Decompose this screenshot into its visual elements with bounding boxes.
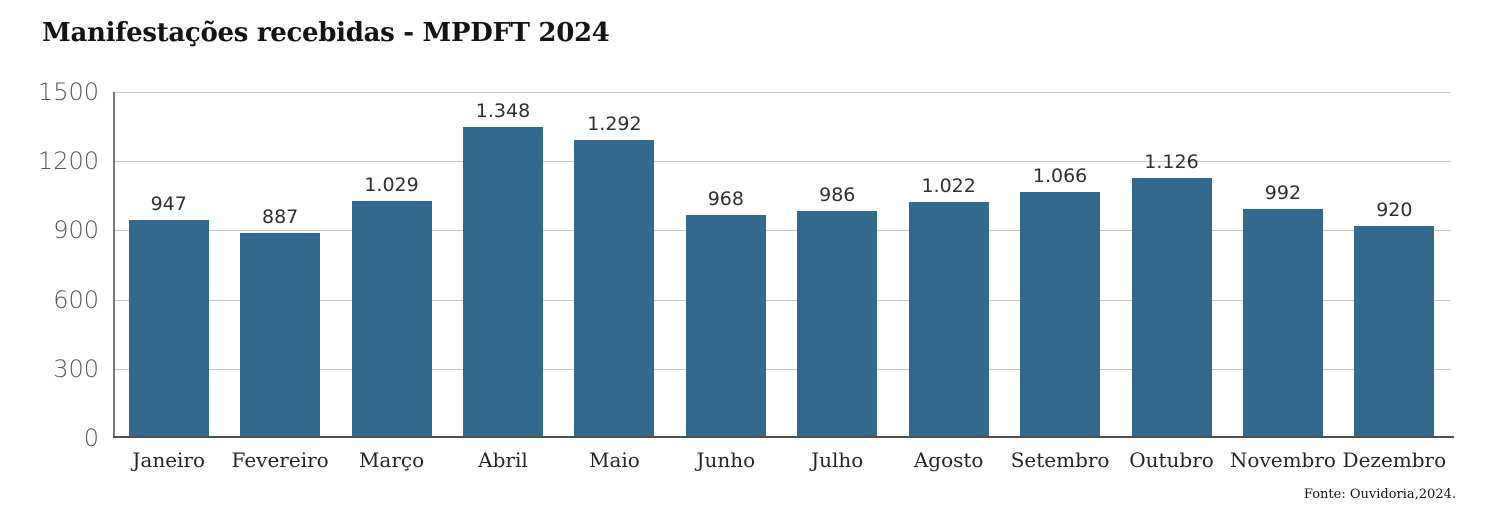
- plot-area: 947 887 1.029 1.348 1.292 968 986 1.022 1.066 1.1…: [113, 92, 1454, 438]
- y-tick-label-0: 0: [83, 424, 99, 452]
- bar-outubro: [1131, 178, 1212, 438]
- bar-value-label: 992: [1264, 182, 1302, 205]
- bar-slot-abril: 1.348: [447, 102, 558, 438]
- source-note: Fonte: Ouvidoria,2024.: [1303, 487, 1456, 502]
- bar-julho: [797, 210, 878, 438]
- bar-março: [351, 200, 432, 438]
- x-label-maio: Maio: [588, 448, 640, 472]
- gridline-1500: [113, 92, 1450, 93]
- bar-abril: [462, 127, 543, 438]
- bar-slot-setembro: 1.066: [1004, 167, 1115, 438]
- bar-agosto: [908, 202, 989, 438]
- chart-title: Manifestações recebidas - MPDFT 2024: [42, 18, 610, 48]
- x-label-abril: Abril: [478, 448, 528, 472]
- bar-novembro: [1242, 209, 1323, 438]
- bar-setembro: [1020, 192, 1101, 438]
- y-tick-label-300: 300: [53, 354, 99, 383]
- y-tick-label-1500: 1500: [37, 78, 99, 106]
- x-label-fevereiro: Fevereiro: [231, 448, 329, 472]
- x-label-junho: Junho: [696, 448, 756, 472]
- bar-value-label: 1.029: [364, 173, 419, 196]
- bar-slot-fevereiro: 887: [224, 208, 335, 438]
- bar-slot-julho: 986: [782, 183, 893, 438]
- bar-slot-outubro: 1.126: [1116, 153, 1227, 438]
- bar-value-label: 920: [1376, 198, 1413, 221]
- bar-value-label: 1.348: [475, 100, 531, 123]
- bar-value-label: 1.066: [1032, 165, 1088, 188]
- bar-slot-novembro: 992: [1227, 184, 1338, 438]
- x-label-outubro: Outubro: [1129, 448, 1214, 472]
- gridline-900: [113, 230, 1450, 232]
- bar-slot-dezembro: 920: [1339, 198, 1450, 438]
- gridline-300: [113, 368, 1450, 370]
- bar-value-label: 1.292: [587, 112, 642, 135]
- y-axis-line: [113, 92, 115, 438]
- y-axis-tick-labels: 0 300 600 900 1200 1500: [0, 80, 99, 450]
- bar-slot-agosto: 1.022: [893, 177, 1004, 438]
- x-label-julho: Julho: [811, 448, 864, 472]
- y-tick-label-600: 600: [53, 285, 99, 314]
- bar-value-label: 1.126: [1144, 151, 1199, 174]
- gridline-600: [113, 299, 1450, 301]
- bar-value-label: 947: [150, 192, 187, 215]
- bar-janeiro: [128, 219, 209, 438]
- bar-fevereiro: [240, 233, 321, 438]
- x-axis-labels: Janeiro Fevereiro Março Abril Maio Junho Julho…: [113, 448, 1450, 472]
- bars-row: 947 887 1.029 1.348 1.292 968 986 1.022 1.066 1.1…: [113, 92, 1450, 438]
- bar-slot-junho: 968: [670, 187, 781, 438]
- bar-value-label: 968: [707, 187, 744, 210]
- x-label-agosto: Agosto: [913, 448, 984, 472]
- bar-maio: [574, 139, 655, 438]
- bar-slot-março: 1.029: [336, 173, 447, 438]
- y-tick-label-900: 900: [53, 216, 99, 245]
- bar-value-label: 1.022: [921, 175, 976, 198]
- bar-slot-maio: 1.292: [559, 112, 670, 438]
- x-label-setembro: Setembro: [1010, 448, 1110, 472]
- y-tick-label-1200: 1200: [37, 147, 99, 176]
- x-axis-line: [113, 436, 1454, 438]
- x-label-novembro: Novembro: [1229, 448, 1336, 472]
- bar-value-label: 887: [262, 206, 299, 229]
- gridline-1200: [113, 161, 1450, 163]
- bar-junho: [685, 214, 766, 438]
- x-label-dezembro: Dezembro: [1342, 448, 1447, 472]
- x-label-março: Março: [358, 448, 425, 472]
- bar-value-label: 986: [819, 183, 856, 206]
- bar-dezembro: [1354, 225, 1435, 438]
- bar-slot-janeiro: 947: [113, 192, 224, 438]
- x-label-janeiro: Janeiro: [132, 448, 206, 472]
